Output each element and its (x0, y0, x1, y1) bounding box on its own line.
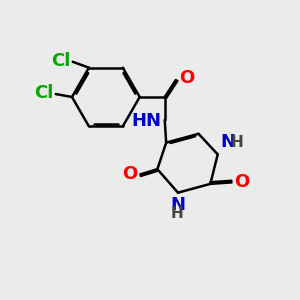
Text: N: N (170, 196, 185, 214)
Text: O: O (179, 69, 194, 87)
Text: O: O (122, 165, 137, 183)
Text: N: N (221, 134, 236, 152)
Text: Cl: Cl (51, 52, 70, 70)
Text: Cl: Cl (34, 84, 53, 102)
Text: H: H (171, 206, 184, 221)
Text: HN: HN (131, 112, 161, 130)
Text: H: H (231, 135, 244, 150)
Text: O: O (235, 173, 250, 191)
